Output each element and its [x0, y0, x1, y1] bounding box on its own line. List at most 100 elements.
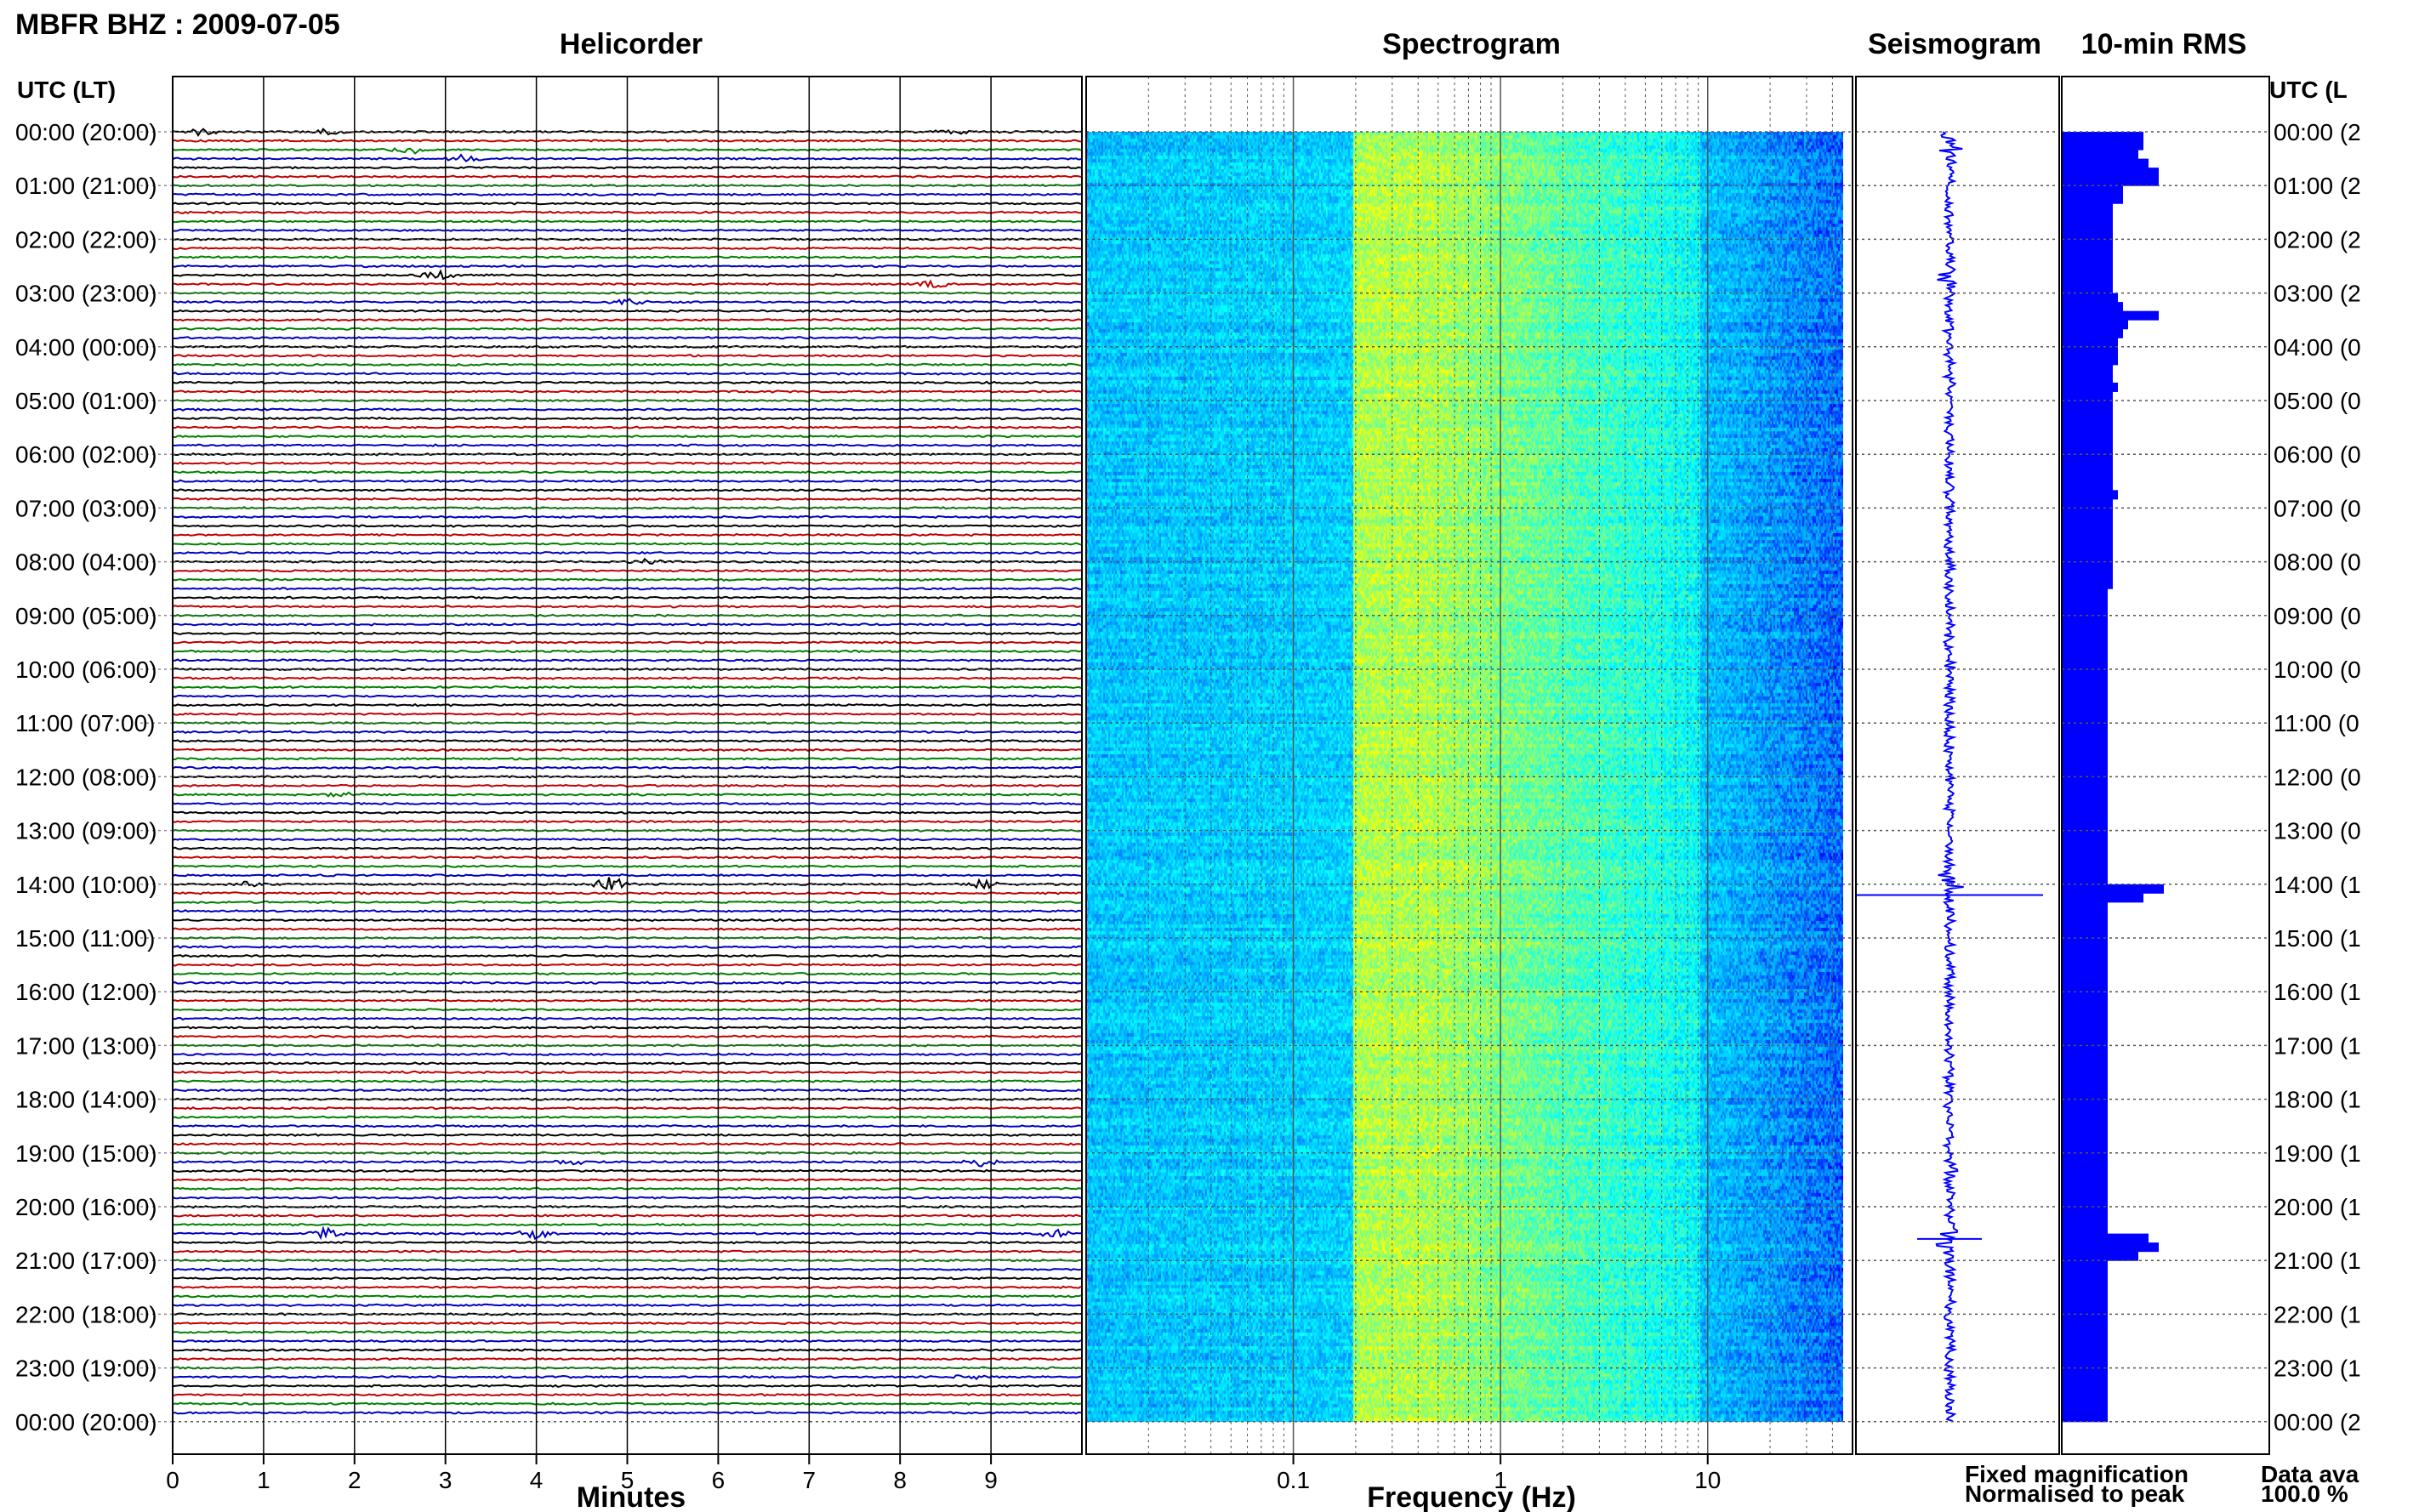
rms-bar [2062, 1162, 2108, 1172]
rms-bar [2062, 1090, 2108, 1100]
rms-bar [2062, 857, 2108, 867]
rms-bar [2062, 498, 2113, 509]
rms-bar [2062, 624, 2108, 634]
rms-bar [2062, 230, 2113, 240]
rms-bar [2062, 1197, 2108, 1208]
time-label-left: 08:00 (04:00) [15, 549, 157, 576]
rms-bar [2062, 1027, 2108, 1037]
time-label-left: 00:00 (20:00) [15, 1409, 157, 1435]
rms-bar [2062, 938, 2108, 948]
rms-bar [2062, 767, 2108, 777]
rms-bar [2062, 911, 2108, 921]
time-label-right: 02:00 (2 [2274, 226, 2361, 253]
rms-bar [2062, 901, 2108, 912]
rms-bar [2062, 401, 2113, 411]
helicorder-x-tick-label: 5 [621, 1467, 635, 1493]
rms-bar [2062, 1000, 2108, 1010]
helicorder-xlabel: Minutes [577, 1481, 686, 1512]
rms-bar [2062, 436, 2113, 446]
rms-bar [2062, 1063, 2108, 1073]
time-label-right: 16:00 (1 [2274, 979, 2361, 1005]
rms-bar [2062, 293, 2118, 303]
rms-bar [2062, 982, 2108, 992]
rms-bar [2062, 956, 2108, 966]
legend-normalised-to-peak: Normalised to peak [1965, 1481, 2185, 1507]
helicorder-x-tick-label: 4 [530, 1467, 544, 1493]
rms-bar [2062, 1072, 2108, 1083]
rms-bar [2062, 185, 2123, 196]
rms-bar [2062, 1242, 2159, 1253]
rms-bar [2062, 480, 2113, 491]
rms-bar [2062, 203, 2113, 213]
panel-frame [1085, 76, 1853, 1455]
rms-bar [2062, 140, 2143, 151]
rms-bar [2062, 1179, 2108, 1190]
time-axis-header-right: UTC (L [2269, 77, 2348, 103]
rms-bar [2062, 615, 2108, 625]
time-label-left: 18:00 (14:00) [15, 1087, 157, 1113]
helicorder-x-tick-label: 2 [348, 1467, 361, 1493]
rms-bar [2062, 606, 2108, 617]
rms-bar [2062, 409, 2113, 419]
rms-bar [2062, 302, 2123, 312]
rms-bar [2062, 651, 2108, 661]
rms-bar [2062, 132, 2143, 142]
rms-bar [2062, 445, 2113, 455]
time-label-right: 22:00 (1 [2274, 1301, 2361, 1327]
rms-bar [2062, 284, 2113, 294]
rms-bar [2062, 705, 2108, 715]
panel-frame [1855, 76, 2060, 1455]
time-label-left: 03:00 (23:00) [15, 281, 157, 307]
time-label-left: 04:00 (00:00) [15, 334, 157, 361]
rms-bar [2062, 1332, 2108, 1342]
rms-bar [2062, 310, 2159, 321]
rms-bar [2062, 1395, 2108, 1405]
helicorder-x-tick-label: 8 [893, 1467, 907, 1493]
rms-bar [2062, 633, 2108, 643]
rms-bar [2062, 992, 2108, 1002]
rms-bar [2062, 418, 2113, 429]
rms-bar [2062, 1385, 2108, 1395]
helicorder-x-tick-label: 7 [803, 1467, 817, 1493]
rms-bar [2062, 355, 2118, 366]
rms-bar [2062, 1117, 2108, 1127]
time-label-right: 12:00 (0 [2274, 764, 2361, 790]
rms-bar [2062, 678, 2108, 688]
rms-bar [2062, 1054, 2108, 1064]
time-label-right: 07:00 (0 [2274, 495, 2361, 521]
rms-bar [2062, 785, 2108, 795]
rms-bar [2062, 812, 2108, 822]
rms-bar [2062, 472, 2113, 482]
time-label-right: 03:00 (2 [2274, 281, 2361, 307]
time-label-right: 08:00 (0 [2274, 549, 2361, 576]
time-label-left: 06:00 (02:00) [15, 441, 157, 468]
rms-bar [2062, 1045, 2108, 1055]
grid-lines [140, 77, 2269, 1454]
time-label-right: 09:00 (0 [2274, 603, 2361, 629]
rms-bar [2062, 1251, 2138, 1261]
data-availability-label: Data ava [2261, 1461, 2359, 1487]
time-label-right: 21:00 (1 [2274, 1248, 2361, 1274]
rms-bar [2062, 508, 2113, 518]
time-label-left: 13:00 (09:00) [15, 818, 157, 844]
rms-bar [2062, 642, 2108, 652]
time-label-left: 02:00 (22:00) [15, 226, 157, 253]
seismogram-trace [1856, 131, 2043, 1422]
rms-bar [2062, 150, 2138, 160]
rms-bar [2062, 723, 2108, 733]
time-label-left: 17:00 (13:00) [15, 1032, 157, 1059]
rms-bar [2062, 1108, 2108, 1118]
rms-bar [2062, 516, 2113, 526]
rms-bar [2062, 1188, 2108, 1198]
rms-bar [2062, 946, 2108, 957]
helicorder-title: Helicorder [560, 28, 703, 60]
rms-bar [2062, 964, 2108, 975]
rms-bar [2062, 660, 2108, 670]
rms-bar [2062, 1152, 2108, 1162]
rms-bar [2062, 1359, 2108, 1369]
rms-bar [2062, 320, 2128, 330]
data-availability-value: 100.0 % [2261, 1481, 2348, 1507]
time-label-left: 21:00 (17:00) [15, 1248, 157, 1274]
legend-fixed-magnification: Fixed magnification [1965, 1461, 2188, 1487]
